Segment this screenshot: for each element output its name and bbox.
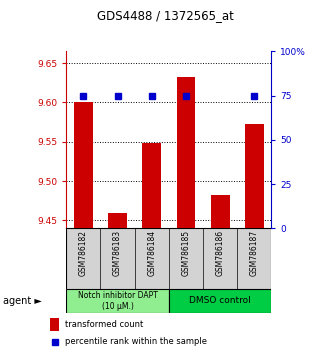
Text: GSM786186: GSM786186 [215,230,225,276]
Bar [66,289,169,313]
Text: agent ►: agent ► [3,296,42,306]
Bar [142,143,161,228]
Bar [245,125,264,228]
Text: Notch inhibitor DAPT
(10 μM.): Notch inhibitor DAPT (10 μM.) [77,291,158,310]
Text: GDS4488 / 1372565_at: GDS4488 / 1372565_at [97,9,234,22]
Bar [108,213,127,228]
Text: GSM786185: GSM786185 [181,230,190,276]
FancyBboxPatch shape [66,228,271,289]
Text: GSM786184: GSM786184 [147,230,156,276]
Text: DMSO control: DMSO control [189,296,251,306]
Text: GSM786182: GSM786182 [79,230,88,276]
Bar [74,102,93,228]
Bar [176,77,195,228]
Text: GSM786187: GSM786187 [250,230,259,276]
Text: GSM786183: GSM786183 [113,230,122,276]
Text: transformed count: transformed count [65,320,143,329]
Bar [50,318,59,331]
Bar [211,194,229,228]
Text: percentile rank within the sample: percentile rank within the sample [65,337,207,346]
Bar [169,289,271,313]
